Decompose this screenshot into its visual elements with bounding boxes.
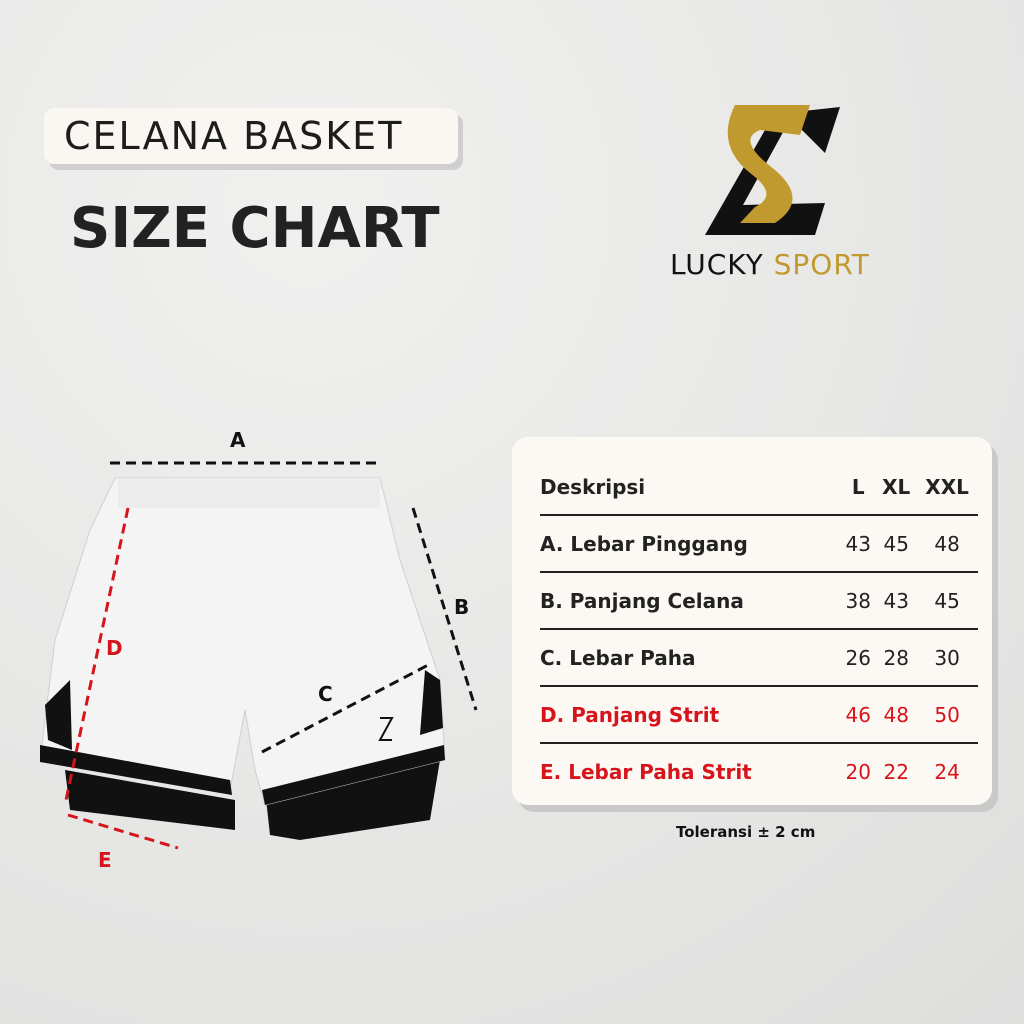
category-badge: CELANA BASKET [44,108,458,164]
dimension-label-e: E [98,848,112,872]
dimension-label-a: A [230,428,246,452]
dimension-label-d: D [106,636,123,660]
tolerance-note: Toleransi ± 2 cm [676,823,816,841]
table-header: Deskripsi L XL XXL [540,459,978,516]
table-row: C. Lebar Paha 26 28 30 [540,629,978,687]
table-row: B. Panjang Celana 38 43 45 [540,572,978,630]
table-row: A. Lebar Pinggang 43 45 48 [540,515,978,573]
brand-logo [705,105,840,235]
table-row: E. Lebar Paha Strit 20 22 24 [540,759,960,784]
dimension-label-b: B [454,595,470,619]
shorts-body [39,477,446,806]
shorts-diagram [39,461,478,850]
category-label: CELANA BASKET [64,114,404,158]
brand-name: LUCKY SPORT [670,248,870,281]
size-table: Deskripsi L XL XXL A. Lebar Pinggang 43 45… [540,459,978,799]
table-row: D. Panjang Strit 46 48 50 [540,686,978,744]
size-table-card: Deskripsi L XL XXL A. Lebar Pinggang 43 45… [512,437,992,805]
page-title: SIZE CHART [70,196,440,261]
dimension-label-c: C [318,682,333,706]
